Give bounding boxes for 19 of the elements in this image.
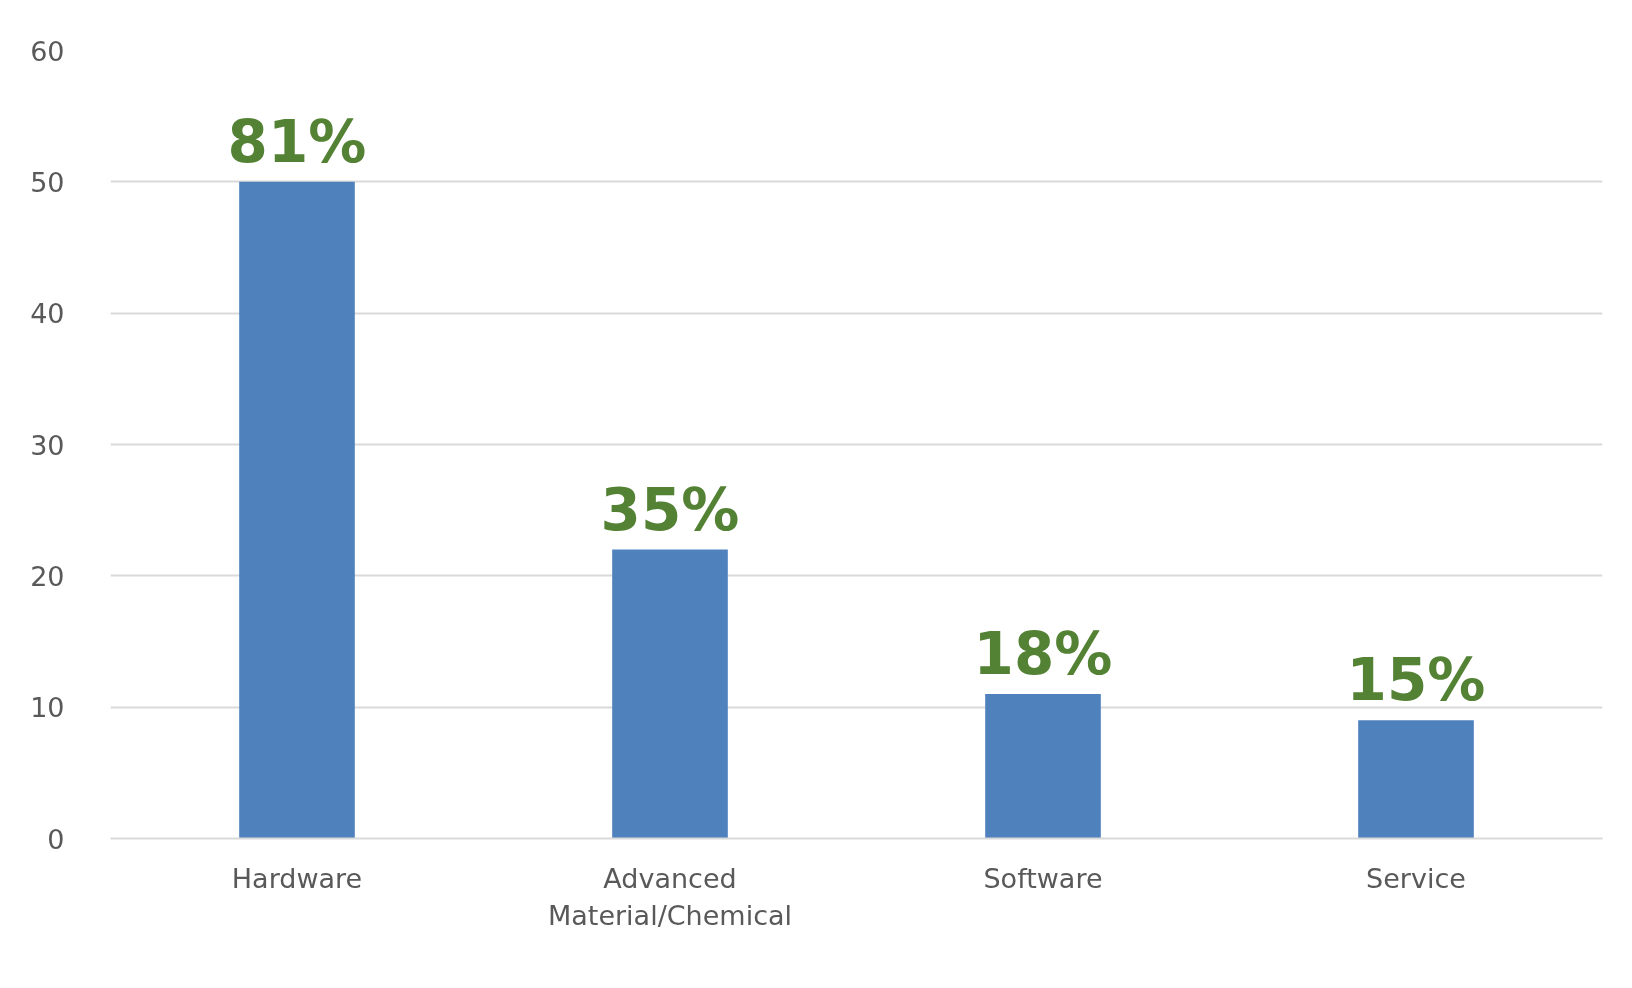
bar [1358, 720, 1474, 839]
x-tick-label: Hardware [231, 862, 363, 894]
bar [612, 549, 728, 839]
y-tick-label: 60 [30, 35, 65, 67]
y-tick-label: 0 [47, 823, 65, 855]
x-tick-label: Advanced Material/Chemical [547, 862, 793, 931]
annotation: 35% [600, 475, 740, 544]
x-tick-label: Service [1366, 862, 1466, 894]
y-tick-label: 40 [30, 298, 65, 330]
y-tick-label: 10 [30, 692, 65, 724]
annotation: 15% [1346, 646, 1486, 715]
y-tick-label: 20 [30, 560, 65, 592]
bar [985, 694, 1101, 839]
bar [239, 181, 355, 839]
y-tick-label: 30 [30, 429, 65, 461]
annotation: 81% [227, 107, 367, 176]
x-tick-label: Software [983, 862, 1103, 894]
y-tick-label: 50 [30, 166, 65, 198]
annotation: 18% [973, 620, 1113, 689]
